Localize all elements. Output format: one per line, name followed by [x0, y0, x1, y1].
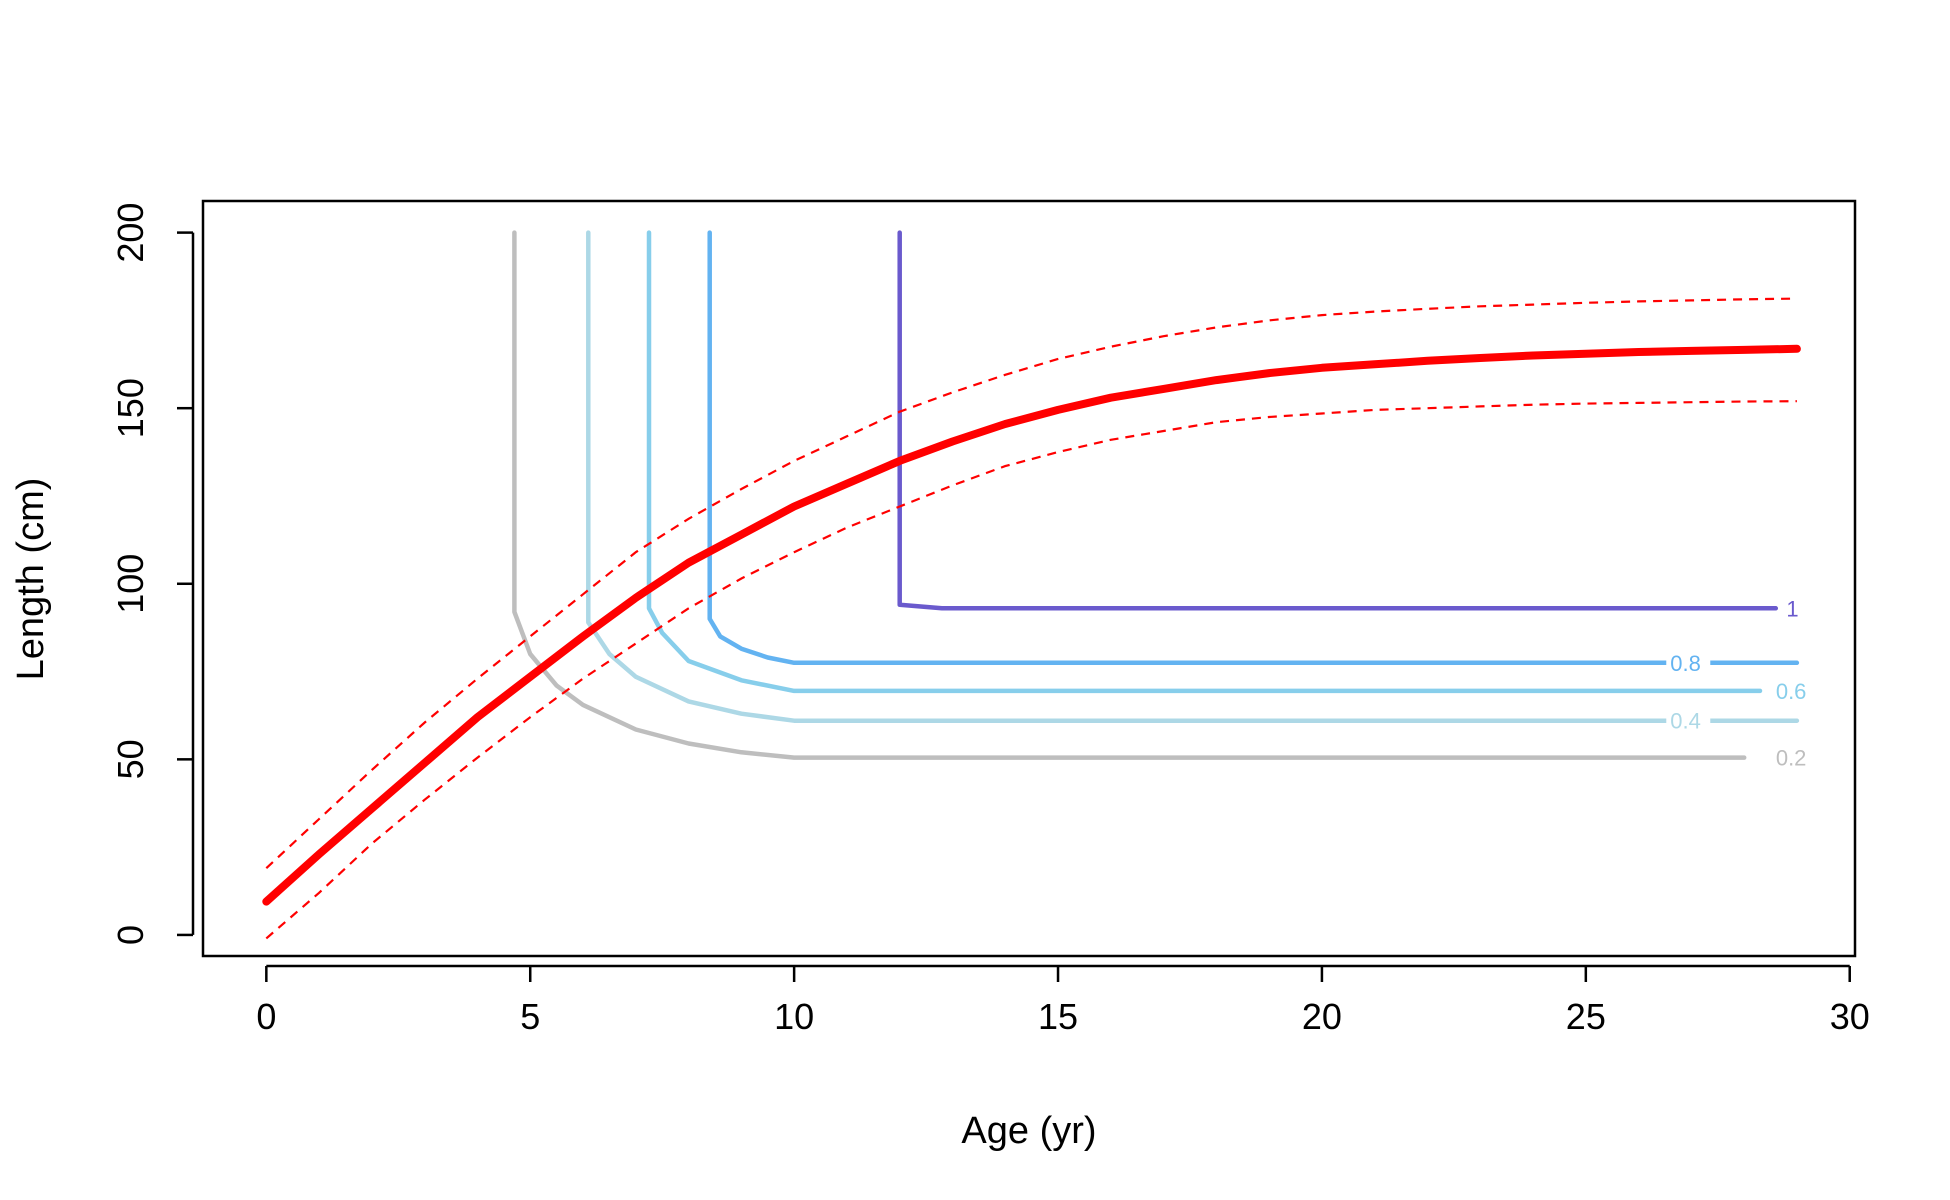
x-tick-label: 25 — [1566, 996, 1606, 1037]
contour-line-0-6 — [646, 230, 1763, 694]
x-tick-label: 30 — [1830, 996, 1870, 1037]
contour-label-0-6: 0.6 — [1776, 679, 1807, 704]
y-tick-label: 50 — [110, 739, 151, 779]
plot-frame — [201, 199, 1857, 958]
contour-line-0-8 — [707, 230, 1800, 666]
contour-labels: 1 0.8 0.6 0.4 0.2 — [1666, 595, 1816, 771]
contour-label-bg-1 — [1782, 595, 1803, 622]
contour-label-0-2: 0.2 — [1776, 746, 1807, 771]
contour-label-bg-0-4 — [1666, 707, 1711, 734]
x-tick-label: 10 — [774, 996, 814, 1037]
x-axis-title: Age (yr) — [961, 1110, 1096, 1152]
y-tick-label: 0 — [110, 925, 151, 945]
mean-growth-line — [262, 344, 1801, 906]
x-tick-label: 0 — [256, 996, 276, 1037]
contour-label-bg-0-2 — [1771, 744, 1816, 771]
contour-label-0-8: 0.8 — [1670, 651, 1701, 676]
plot-lines — [262, 230, 1801, 940]
upper-bound-line — [265, 297, 1797, 870]
contour-line-0-4 — [586, 230, 1800, 723]
contour-label-bg-0-8 — [1666, 649, 1711, 676]
x-tick-label: 15 — [1038, 996, 1078, 1037]
contour-label-1: 1 — [1786, 596, 1798, 621]
y-tick-label: 100 — [110, 554, 151, 614]
lower-bound-line — [265, 400, 1797, 940]
x-tick-label: 5 — [520, 996, 540, 1037]
x-tick-label: 20 — [1302, 996, 1342, 1037]
contour-line-1 — [897, 230, 1779, 611]
contour-line-0-2 — [512, 230, 1747, 760]
y-axis: 0 50 100 150 200 — [110, 203, 195, 945]
y-tick-label: 150 — [110, 378, 151, 438]
y-tick-label: 200 — [110, 203, 151, 263]
contour-label-bg-0-6 — [1771, 677, 1816, 704]
y-axis-title: Length (cm) — [10, 478, 52, 681]
x-axis: 0 5 10 15 20 25 30 — [256, 964, 1870, 1037]
contour-label-0-4: 0.4 — [1670, 709, 1701, 734]
